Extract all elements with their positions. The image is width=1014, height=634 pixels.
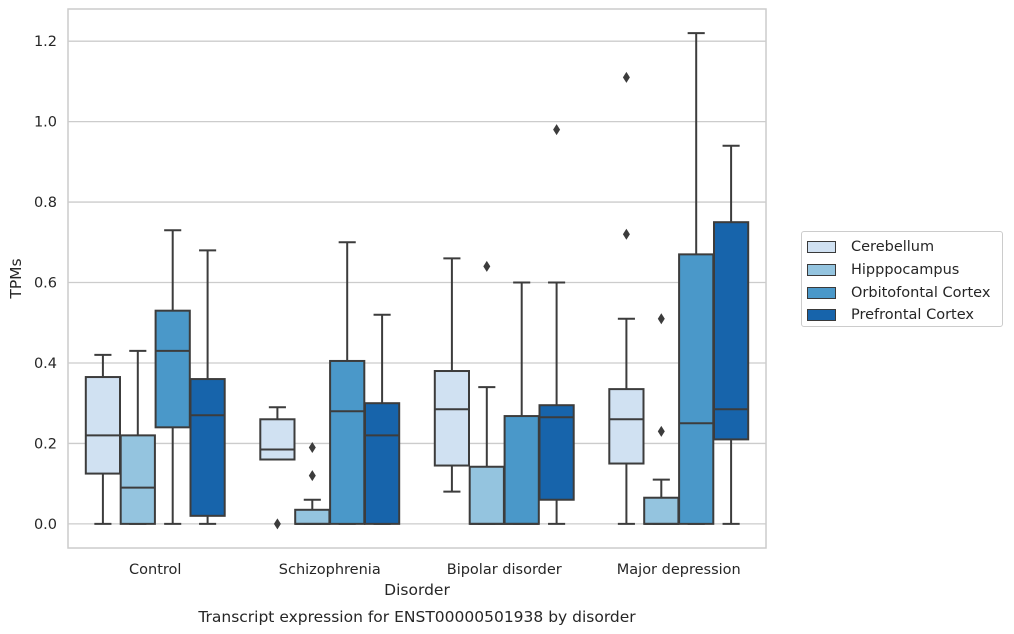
box-hipppocampus bbox=[643, 496, 680, 525]
y-tick-label: 1.2 bbox=[34, 34, 57, 50]
chart-title: Transcript expression for ENST0000050193… bbox=[197, 608, 636, 626]
x-tick-label: Bipolar disorder bbox=[447, 562, 562, 578]
y-tick-label: 0.8 bbox=[34, 195, 57, 211]
legend-label: Orbitofontal Cortex bbox=[851, 284, 991, 301]
legend-item: Prefrontal Cortex bbox=[807, 304, 1002, 327]
plot-frame bbox=[67, 8, 767, 549]
box-hipppocampus bbox=[294, 508, 331, 525]
legend-label: Cerebellum bbox=[851, 239, 935, 256]
box-orbitofontal-cortex bbox=[503, 415, 540, 525]
box-orbitofontal-cortex bbox=[154, 309, 191, 429]
box-hipppocampus bbox=[468, 465, 505, 525]
legend-swatch bbox=[807, 241, 836, 254]
plot-area bbox=[68, 9, 766, 548]
box-prefrontal-cortex bbox=[538, 404, 575, 501]
outlier-point bbox=[483, 260, 491, 272]
outlier-point bbox=[273, 518, 281, 530]
box-orbitofontal-cortex bbox=[329, 359, 366, 525]
box-cerebellum bbox=[433, 370, 471, 467]
legend: Cerebellum Hipppocampus Orbitofontal Corte… bbox=[801, 231, 1003, 327]
outlier-point bbox=[622, 228, 630, 240]
y-tick-label: 0.0 bbox=[34, 517, 57, 533]
box-prefrontal-cortex bbox=[712, 221, 750, 441]
outlier-point bbox=[657, 425, 665, 437]
box-cerebellum bbox=[84, 376, 122, 475]
legend-swatch bbox=[807, 286, 836, 299]
x-tick-label: Control bbox=[129, 562, 181, 578]
legend-swatch bbox=[807, 309, 836, 322]
box-cerebellum bbox=[259, 418, 296, 461]
legend-label: Hipppocampus bbox=[851, 262, 960, 279]
y-tick-label: 0.2 bbox=[34, 436, 57, 452]
y-tick-label: 0.6 bbox=[34, 276, 57, 292]
box-cerebellum bbox=[608, 388, 645, 465]
outlier-point bbox=[308, 470, 316, 482]
x-axis-label: Disorder bbox=[384, 581, 450, 599]
x-tick-label: Schizophrenia bbox=[279, 562, 381, 578]
outlier-point bbox=[622, 71, 630, 83]
box-orbitofontal-cortex bbox=[678, 253, 715, 525]
legend-item: Hipppocampus bbox=[807, 259, 1002, 282]
x-tick-label: Major depression bbox=[617, 562, 741, 578]
legend-item: Cerebellum bbox=[807, 236, 1002, 259]
legend-item: Orbitofontal Cortex bbox=[807, 281, 1002, 304]
legend-swatch bbox=[807, 264, 836, 277]
outlier-point bbox=[657, 313, 665, 325]
box-hipppocampus bbox=[119, 434, 156, 525]
outlier-point bbox=[308, 441, 316, 453]
y-tick-label: 0.4 bbox=[34, 356, 57, 372]
y-axis-label: TPMs bbox=[7, 258, 25, 299]
y-tick-label: 1.0 bbox=[34, 115, 57, 131]
outlier-point bbox=[553, 124, 561, 136]
legend-label: Prefrontal Cortex bbox=[851, 307, 974, 324]
box-prefrontal-cortex bbox=[189, 378, 226, 517]
box-prefrontal-cortex bbox=[363, 402, 401, 525]
